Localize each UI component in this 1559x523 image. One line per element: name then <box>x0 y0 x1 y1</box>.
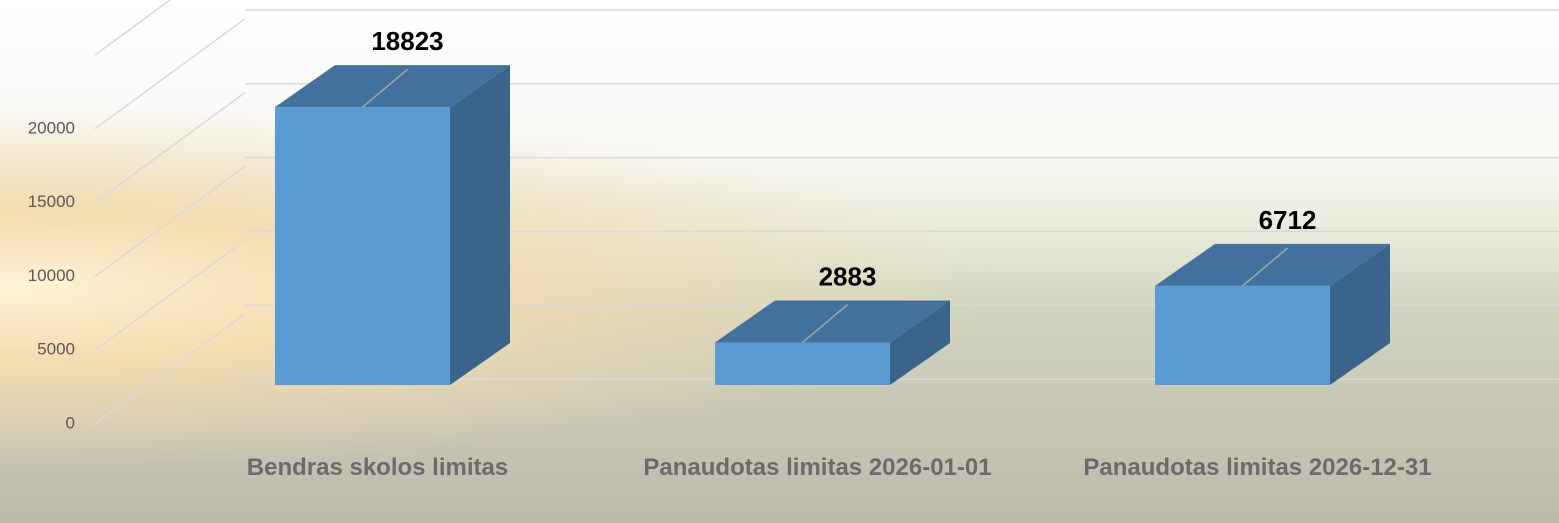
grid-line <box>95 240 245 350</box>
value-label: 2883 <box>819 261 877 291</box>
bar <box>715 300 950 385</box>
bar-front <box>1155 286 1330 385</box>
grid-line <box>95 314 245 424</box>
grid-line <box>95 166 245 276</box>
bar-side <box>450 65 510 385</box>
grid-line <box>95 19 245 129</box>
grid-line <box>95 0 245 55</box>
y-tick-label: 20000 <box>28 118 75 137</box>
y-tick-label: 10000 <box>28 266 75 285</box>
y-tick-label: 0 <box>66 413 75 432</box>
y-tick-label: 5000 <box>37 340 75 359</box>
chart: 0 5000 10000 15000 20000 18823 2883 6712 Bendra… <box>0 0 1559 523</box>
bar-front <box>275 107 450 385</box>
bar <box>1155 244 1390 385</box>
x-tick-label: Panaudotas limitas 2026-01-01 <box>633 450 1003 485</box>
bar <box>275 65 510 385</box>
y-tick-label: 15000 <box>28 192 75 211</box>
bar-front <box>715 342 890 385</box>
grid-line <box>95 93 245 203</box>
plot: 0 5000 10000 15000 20000 18823 2883 6712 <box>0 0 1559 523</box>
value-label: 6712 <box>1259 205 1317 235</box>
value-label: 18823 <box>371 26 443 56</box>
x-tick-label: Panaudotas limitas 2026-12-31 <box>1073 450 1443 485</box>
x-tick-label: Bendras skolos limitas <box>193 450 563 485</box>
